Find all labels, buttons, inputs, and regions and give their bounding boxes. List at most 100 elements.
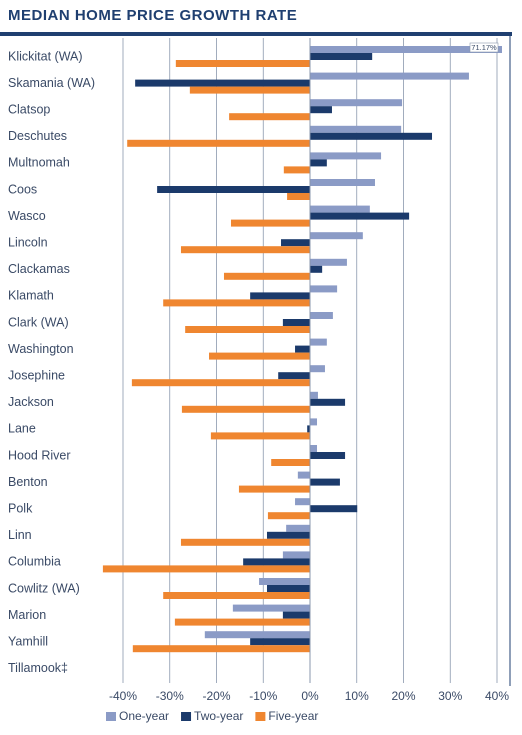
bar: [163, 592, 310, 599]
x-tick-label: 40%: [485, 689, 509, 703]
bar: [282, 611, 310, 619]
bar: [310, 445, 318, 452]
bar: [310, 159, 327, 167]
bar: [310, 258, 347, 266]
category-label: Wasco: [8, 209, 46, 223]
bar: [266, 531, 310, 539]
bar: [283, 166, 310, 174]
bar: [102, 565, 311, 573]
bar: [175, 60, 310, 67]
bar: [204, 631, 310, 639]
bar: [310, 505, 358, 513]
bar: [310, 398, 346, 406]
bar: [310, 179, 375, 186]
title-rule: [0, 32, 512, 36]
bar: [295, 498, 310, 506]
category-label: Polk: [8, 501, 33, 515]
category-label: Columbia: [8, 555, 61, 569]
bar: [157, 186, 310, 193]
bar: [180, 538, 310, 546]
category-label: Benton: [8, 475, 48, 489]
x-tick-label: -10%: [249, 689, 277, 703]
category-label: Clatsop: [8, 102, 50, 116]
legend-label: Five-year: [268, 709, 318, 723]
bar: [210, 432, 310, 440]
bar: [310, 205, 370, 213]
category-label: Washington: [8, 342, 74, 356]
category-label: Klickitat (WA): [8, 49, 83, 63]
bar: [281, 239, 310, 247]
category-label: Klamath: [8, 289, 54, 303]
bar: [127, 139, 311, 147]
bar: [310, 391, 318, 399]
bar: [310, 312, 333, 319]
bar: [310, 232, 363, 240]
bar: [310, 338, 327, 346]
plot: [102, 38, 502, 683]
bar: [310, 265, 323, 273]
bar: [259, 578, 310, 585]
category-label: Josephine: [8, 368, 65, 382]
legend-label: One-year: [119, 709, 169, 723]
bar: [310, 365, 325, 373]
bar: [310, 99, 403, 107]
bar: [278, 372, 310, 380]
bar: [250, 292, 310, 300]
bar: [135, 79, 310, 87]
bar: [271, 459, 310, 466]
bar: [310, 212, 410, 220]
category-label: Marion: [8, 608, 46, 622]
x-tick-label: 0%: [301, 689, 319, 703]
bar: [180, 246, 310, 254]
bar: [131, 379, 310, 387]
x-tick-label: -40%: [109, 689, 137, 703]
category-label: Clackamas: [8, 262, 70, 276]
bar: [266, 585, 310, 592]
bar: [310, 132, 433, 140]
bar: [250, 638, 310, 646]
category-label: Coos: [8, 182, 37, 196]
bar: [223, 272, 310, 280]
bar: [282, 551, 310, 559]
bar: [310, 106, 332, 114]
bar: [229, 113, 310, 121]
category-label: Clark (WA): [8, 315, 69, 329]
bar: [286, 524, 310, 532]
bar: [295, 345, 310, 353]
x-tick-label: 10%: [345, 689, 369, 703]
bar: [310, 72, 469, 80]
category-label: Cowlitz (WA): [8, 581, 80, 595]
bar: [243, 558, 310, 566]
x-tick-label: -20%: [202, 689, 230, 703]
bar: [181, 405, 310, 413]
bar: [310, 152, 382, 160]
bar: [297, 471, 310, 479]
x-tick-label: 20%: [391, 689, 415, 703]
category-label: Skamania (WA): [8, 76, 95, 90]
legend-swatch: [255, 712, 266, 721]
bar: [310, 125, 402, 133]
bar: [174, 618, 310, 626]
bar: [310, 418, 318, 426]
bar: [132, 645, 310, 653]
bar: [310, 452, 346, 459]
x-tick-label: -30%: [156, 689, 184, 703]
category-label: Tillamook‡: [8, 661, 68, 675]
chart-title: MEDIAN HOME PRICE GROWTH RATE: [8, 7, 297, 24]
bar: [267, 512, 310, 520]
bar: [238, 485, 310, 493]
bar: [307, 425, 310, 433]
value-label-box: [469, 42, 499, 53]
legend-swatch: [106, 712, 116, 721]
category-label: Multnomah: [8, 156, 70, 170]
bar: [232, 604, 310, 612]
bar: [282, 319, 310, 326]
category-label: Lane: [8, 422, 36, 436]
category-label: Linn: [8, 528, 32, 542]
bar: [310, 478, 340, 486]
category-label: Jackson: [8, 395, 54, 409]
category-label: Yamhill: [8, 634, 48, 648]
bar: [209, 352, 310, 360]
bar: [230, 219, 310, 227]
